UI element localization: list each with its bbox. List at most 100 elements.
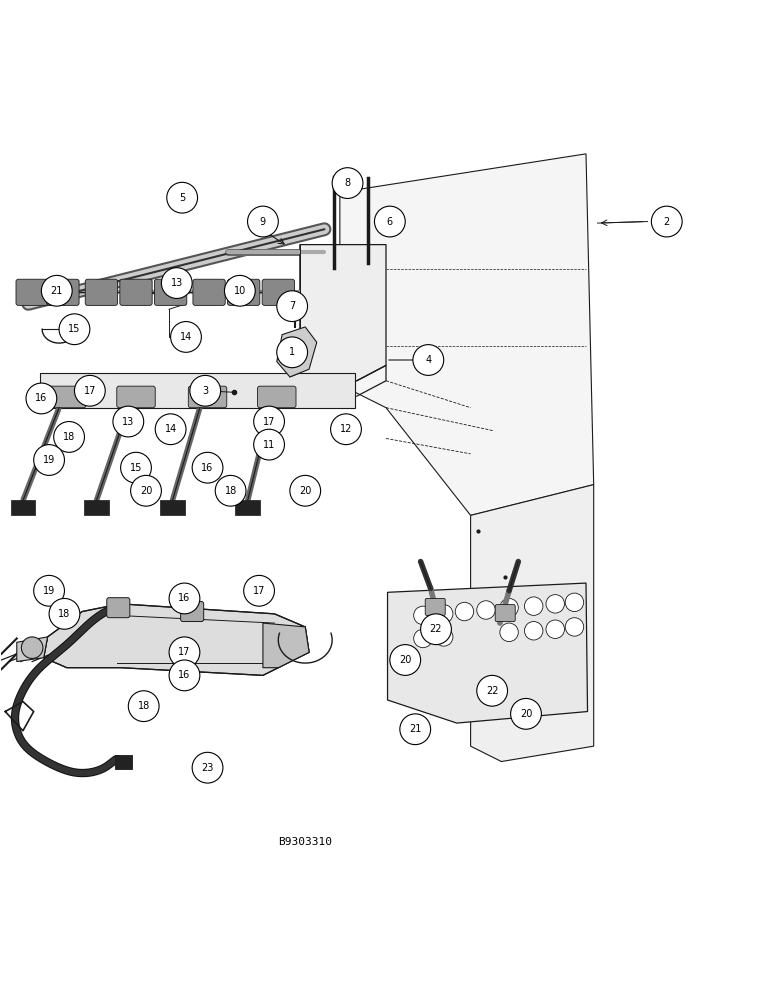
Circle shape: [435, 605, 453, 623]
Text: 18: 18: [63, 432, 75, 442]
Circle shape: [215, 475, 246, 506]
Bar: [11, 500, 36, 515]
Polygon shape: [40, 373, 355, 408]
Circle shape: [421, 614, 452, 645]
Text: 20: 20: [399, 655, 411, 665]
FancyBboxPatch shape: [47, 279, 79, 305]
Text: 19: 19: [43, 586, 56, 596]
Text: 4: 4: [425, 355, 432, 365]
Circle shape: [169, 660, 200, 691]
Circle shape: [477, 675, 507, 706]
Circle shape: [192, 452, 223, 483]
FancyBboxPatch shape: [154, 279, 187, 305]
Text: 22: 22: [486, 686, 499, 696]
Circle shape: [225, 275, 256, 306]
Polygon shape: [340, 154, 594, 515]
Circle shape: [22, 637, 43, 658]
Circle shape: [546, 620, 564, 638]
Circle shape: [42, 275, 72, 306]
Circle shape: [155, 414, 186, 445]
Text: 20: 20: [520, 709, 532, 719]
Text: 16: 16: [36, 393, 48, 403]
Text: 17: 17: [83, 386, 96, 396]
Text: 6: 6: [387, 217, 393, 227]
Circle shape: [120, 452, 151, 483]
Text: 9: 9: [260, 217, 266, 227]
Text: 18: 18: [137, 701, 150, 711]
Circle shape: [254, 429, 284, 460]
Text: 13: 13: [122, 417, 134, 427]
FancyBboxPatch shape: [188, 386, 227, 408]
FancyBboxPatch shape: [120, 279, 152, 305]
Circle shape: [546, 595, 564, 613]
FancyBboxPatch shape: [262, 279, 294, 305]
FancyBboxPatch shape: [117, 386, 155, 408]
Circle shape: [565, 618, 584, 636]
Text: 3: 3: [202, 386, 208, 396]
Circle shape: [254, 406, 284, 437]
Circle shape: [400, 714, 431, 745]
Text: 23: 23: [201, 763, 214, 773]
Text: 21: 21: [409, 724, 422, 734]
Circle shape: [374, 206, 405, 237]
Circle shape: [524, 597, 543, 615]
Circle shape: [435, 628, 453, 646]
Circle shape: [26, 383, 57, 414]
Circle shape: [510, 698, 541, 729]
Text: 16: 16: [178, 593, 191, 603]
Circle shape: [477, 601, 495, 619]
Text: 11: 11: [263, 440, 275, 450]
Text: 16: 16: [201, 463, 214, 473]
Circle shape: [54, 422, 84, 452]
FancyBboxPatch shape: [48, 386, 86, 408]
Text: 14: 14: [180, 332, 192, 342]
Circle shape: [499, 623, 518, 642]
Circle shape: [455, 602, 474, 621]
Circle shape: [277, 291, 307, 322]
Bar: [235, 500, 260, 515]
Text: 21: 21: [51, 286, 63, 296]
Circle shape: [169, 583, 200, 614]
Circle shape: [413, 345, 444, 375]
Circle shape: [34, 575, 65, 606]
Text: 8: 8: [344, 178, 350, 188]
Circle shape: [34, 445, 65, 475]
Polygon shape: [44, 604, 309, 675]
FancyBboxPatch shape: [107, 598, 130, 618]
Circle shape: [59, 314, 90, 345]
Circle shape: [277, 337, 307, 368]
Text: 5: 5: [179, 193, 185, 203]
Text: B9303310: B9303310: [278, 837, 332, 847]
Polygon shape: [300, 245, 386, 381]
Circle shape: [49, 598, 80, 629]
FancyBboxPatch shape: [258, 386, 296, 408]
Text: 14: 14: [164, 424, 177, 434]
Text: 7: 7: [289, 301, 295, 311]
Polygon shape: [277, 327, 317, 377]
Circle shape: [74, 375, 105, 406]
FancyBboxPatch shape: [495, 605, 515, 622]
Circle shape: [414, 606, 432, 625]
Text: 16: 16: [178, 670, 191, 680]
Text: 18: 18: [59, 609, 70, 619]
Circle shape: [169, 637, 200, 668]
Text: 22: 22: [430, 624, 442, 634]
Circle shape: [414, 629, 432, 648]
FancyBboxPatch shape: [425, 598, 445, 615]
Text: 15: 15: [130, 463, 142, 473]
Circle shape: [113, 406, 144, 437]
Bar: [115, 755, 132, 769]
Circle shape: [652, 206, 682, 237]
FancyBboxPatch shape: [181, 602, 204, 622]
Polygon shape: [388, 583, 587, 723]
Circle shape: [171, 322, 201, 352]
Text: 13: 13: [171, 278, 183, 288]
Circle shape: [167, 182, 198, 213]
Text: 20: 20: [299, 486, 311, 496]
Text: 15: 15: [68, 324, 80, 334]
Circle shape: [244, 575, 275, 606]
Circle shape: [190, 375, 221, 406]
Circle shape: [499, 598, 518, 617]
Text: 12: 12: [340, 424, 352, 434]
Text: 20: 20: [140, 486, 152, 496]
